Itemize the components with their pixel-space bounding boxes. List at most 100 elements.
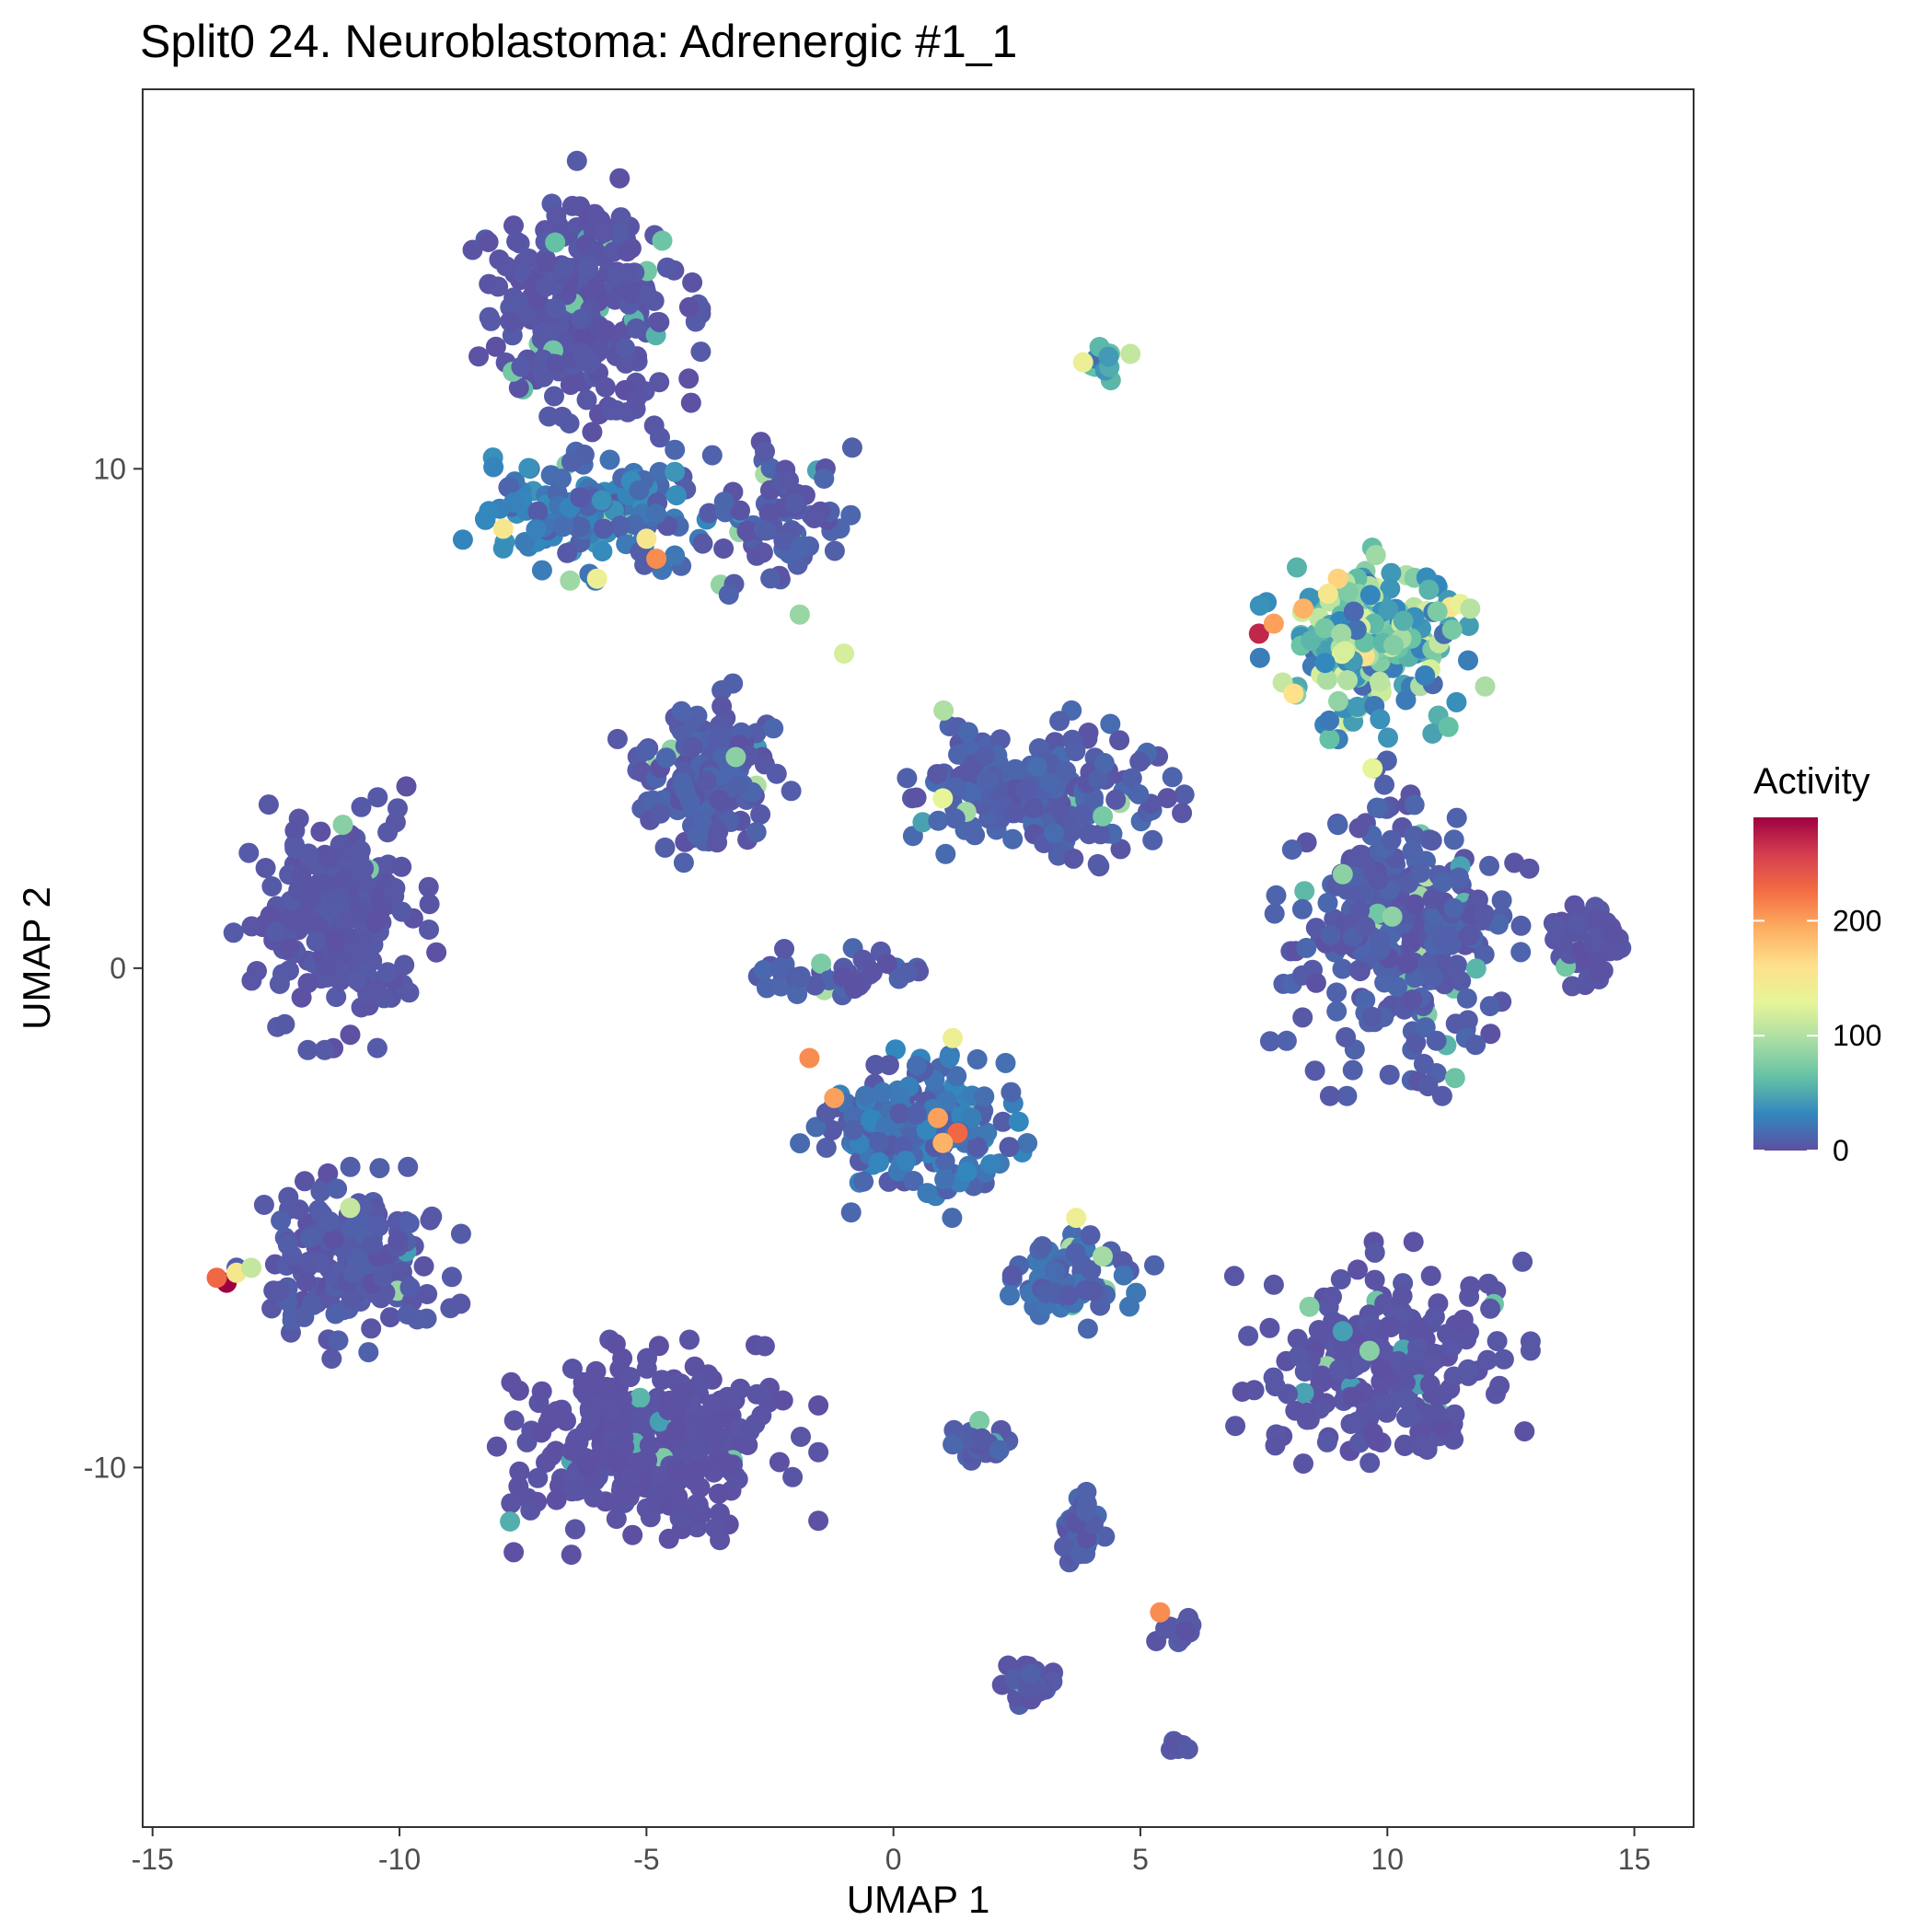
cell-point xyxy=(608,1452,630,1474)
cell-point xyxy=(999,1137,1020,1158)
cell-point xyxy=(705,1518,726,1539)
cell-point xyxy=(1109,730,1130,751)
cell-point xyxy=(1487,1331,1508,1352)
cell-point xyxy=(452,529,473,550)
cell-point xyxy=(1415,1017,1436,1038)
cell-point xyxy=(934,1151,955,1172)
high-activity-point xyxy=(1150,1602,1171,1623)
plot-frame xyxy=(142,88,1695,1828)
cell-point xyxy=(1378,727,1398,748)
cell-point xyxy=(330,834,351,855)
cell-point xyxy=(367,1215,388,1235)
cell-point xyxy=(784,492,805,514)
cell-point xyxy=(855,1085,876,1106)
cell-point xyxy=(1336,1085,1358,1106)
cell-point xyxy=(341,1288,362,1309)
legend-colorbar xyxy=(1753,817,1818,1151)
cell-point xyxy=(314,1039,335,1060)
cell-point xyxy=(992,1111,1013,1132)
cell-point xyxy=(1396,1389,1417,1410)
cell-point xyxy=(1460,1276,1481,1297)
cell-point xyxy=(419,920,439,940)
cell-point xyxy=(774,939,794,959)
cell-point xyxy=(673,852,694,873)
high-activity-point xyxy=(492,518,514,539)
high-activity-point xyxy=(636,528,657,550)
cell-point xyxy=(903,1171,924,1191)
cell-point xyxy=(897,962,919,983)
y-axis-title: UMAP 2 xyxy=(15,886,58,1030)
cell-point xyxy=(1026,756,1047,777)
cell-point xyxy=(1378,599,1399,620)
cell-point xyxy=(1401,1406,1422,1427)
cell-point xyxy=(585,205,607,226)
cell-point xyxy=(1369,671,1390,692)
cell-point xyxy=(874,1116,896,1137)
cell-point xyxy=(511,356,532,377)
high-activity-point xyxy=(1327,568,1348,589)
legend-title: Activity xyxy=(1753,761,1870,802)
cell-point xyxy=(791,1427,811,1447)
cell-point xyxy=(347,969,368,990)
cell-point xyxy=(658,1400,679,1421)
x-tick-label: -15 xyxy=(132,1843,174,1876)
cell-point xyxy=(1401,932,1422,954)
cell-point xyxy=(350,840,371,861)
cell-point xyxy=(773,530,794,551)
cell-point xyxy=(592,541,613,561)
cell-point xyxy=(1602,924,1623,945)
cell-point xyxy=(1317,892,1338,913)
cell-point xyxy=(682,736,703,758)
cell-point xyxy=(1264,903,1285,924)
cell-point xyxy=(1023,797,1044,818)
x-axis-title: UMAP 1 xyxy=(847,1878,990,1921)
cell-point xyxy=(1437,926,1458,947)
cell-point xyxy=(1493,1348,1514,1370)
cell-point xyxy=(483,457,504,478)
cell-point xyxy=(279,938,300,959)
cell-point xyxy=(811,953,832,974)
cell-point xyxy=(621,283,642,305)
cell-point xyxy=(1314,653,1336,674)
cell-point xyxy=(526,519,547,540)
cell-point xyxy=(946,1066,967,1087)
cell-point xyxy=(699,503,720,524)
cell-point xyxy=(606,1509,627,1530)
cell-point xyxy=(1336,1026,1357,1047)
cell-point xyxy=(1293,1453,1313,1475)
cell-point xyxy=(707,832,728,853)
cell-point xyxy=(388,798,408,819)
cell-point xyxy=(278,909,299,931)
cell-point xyxy=(1489,1375,1510,1396)
cell-point xyxy=(708,1483,729,1504)
cell-point xyxy=(1330,1268,1351,1290)
cell-point xyxy=(579,353,600,374)
cell-point xyxy=(989,1440,1010,1461)
cell-point xyxy=(730,500,750,521)
cell-point xyxy=(1294,1361,1315,1382)
cell-point xyxy=(713,492,735,513)
cell-point xyxy=(1093,1245,1113,1267)
cell-point xyxy=(366,1037,388,1059)
x-tick-label: 15 xyxy=(1618,1843,1651,1876)
cell-point xyxy=(1304,1060,1325,1082)
cell-point xyxy=(1374,774,1394,795)
cell-point xyxy=(1417,1076,1439,1097)
cell-point xyxy=(1049,711,1070,732)
cell-point xyxy=(1380,578,1401,599)
cell-point xyxy=(897,768,918,789)
cell-point xyxy=(1359,1452,1381,1474)
cell-point xyxy=(1005,758,1026,780)
x-tick-label: -10 xyxy=(378,1843,421,1876)
cell-point xyxy=(561,1440,582,1461)
cell-point xyxy=(1383,635,1404,655)
cell-point xyxy=(584,240,606,261)
cell-point xyxy=(782,1466,804,1487)
cell-point xyxy=(906,1055,927,1076)
cell-point xyxy=(388,1231,409,1252)
cell-point xyxy=(1491,890,1512,911)
cell-point xyxy=(1446,691,1467,712)
cell-point xyxy=(561,1544,582,1566)
cell-point xyxy=(1374,972,1395,993)
cell-point xyxy=(253,1195,274,1215)
